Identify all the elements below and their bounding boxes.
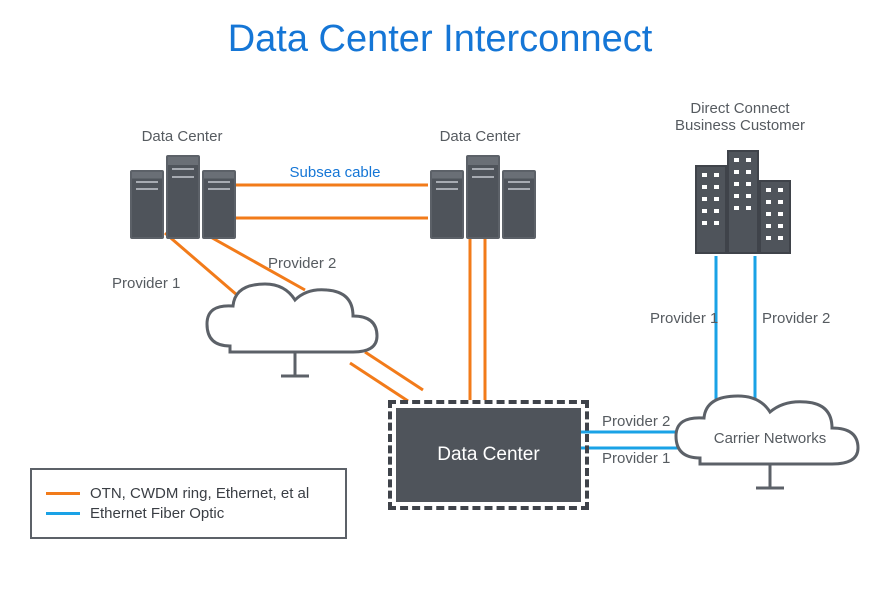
legend-swatch-orange [46,492,80,495]
provider1-bottom-label: Provider 1 [602,450,670,467]
diagram-stage: Data Center Interconnect Data Center Dat… [0,0,880,594]
datacenter-box-label: Data Center [396,408,581,502]
carrier-networks-label: Carrier Networks [714,430,827,447]
server-rack-icon [430,170,464,239]
building-icon [727,150,759,254]
provider2-left-label: Provider 2 [268,255,336,272]
server-rack-icon [166,155,200,239]
legend-text-1: OTN, CWDM ring, Ethernet, et al [90,485,309,502]
legend-row: OTN, CWDM ring, Ethernet, et al [46,485,331,502]
building-icon [759,180,791,254]
legend: OTN, CWDM ring, Ethernet, et al Ethernet… [30,468,347,539]
server-rack-icon [502,170,536,239]
datacenter-box: Data Center [388,400,589,510]
dc-left-label: Data Center [142,128,223,145]
legend-text-2: Ethernet Fiber Optic [90,505,224,522]
provider2-right-label: Provider 2 [762,310,830,327]
server-rack-icon [466,155,500,239]
diagram-title: Data Center Interconnect [228,18,653,61]
provider1-left-label: Provider 1 [112,275,180,292]
direct-connect-label: Direct Connect Business Customer [675,100,805,135]
building-icon [695,165,727,254]
legend-swatch-blue [46,512,80,515]
provider2-bottom-label: Provider 2 [602,413,670,430]
server-rack-icon [130,170,164,239]
dc-mid-label: Data Center [440,128,521,145]
server-rack-icon [202,170,236,239]
subsea-label: Subsea cable [290,164,381,181]
provider1-right-label: Provider 1 [650,310,718,327]
legend-row: Ethernet Fiber Optic [46,505,331,522]
